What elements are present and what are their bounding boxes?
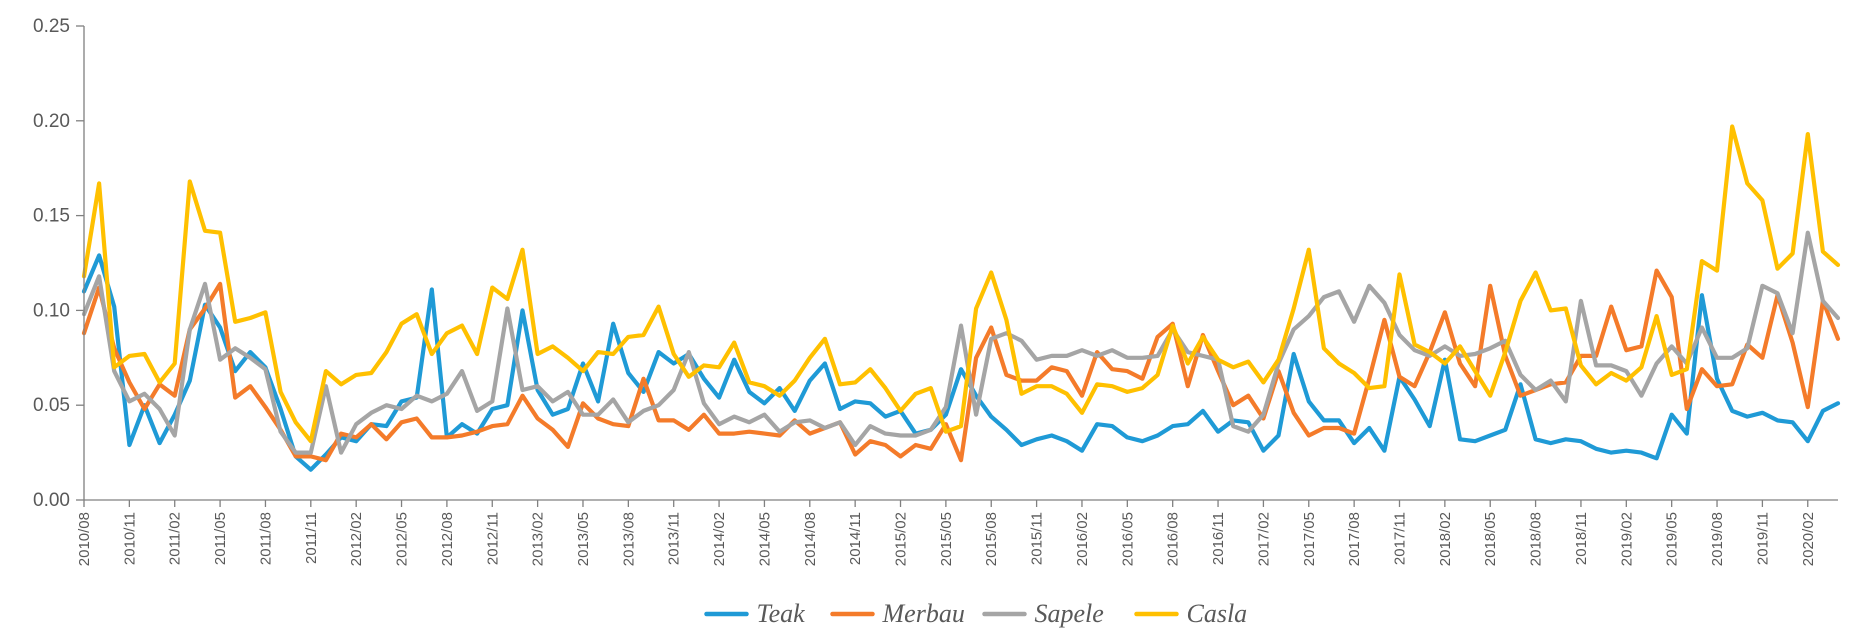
legend-label-sapele: Sapele (1035, 599, 1104, 628)
legend-label-teak: Teak (757, 599, 806, 628)
x-tick-label: 2017/08 (1346, 512, 1363, 566)
x-tick-label: 2013/02 (530, 512, 547, 566)
x-tick-label: 2017/02 (1255, 512, 1272, 566)
x-tick-label: 2017/05 (1301, 512, 1318, 566)
x-tick-label: 2011/05 (212, 512, 229, 565)
x-tick-label: 2017/11 (1392, 512, 1409, 565)
x-tick-label: 2012/08 (439, 512, 456, 566)
x-tick-label: 2011/08 (257, 512, 274, 565)
x-tick-label: 2018/02 (1437, 512, 1454, 566)
y-tick-label: 0.10 (33, 300, 70, 321)
x-tick-label: 2013/08 (620, 512, 637, 566)
x-tick-label: 2015/08 (983, 512, 1000, 566)
legend-label-merbau: Merbau (882, 599, 965, 628)
x-tick-label: 2012/11 (484, 512, 501, 565)
x-tick-label: 2018/05 (1482, 512, 1499, 566)
x-tick-label: 2016/02 (1074, 512, 1091, 566)
y-tick-label: 0.20 (33, 111, 70, 132)
y-tick-label: 0.25 (33, 16, 70, 37)
x-tick-label: 2018/11 (1573, 512, 1590, 565)
x-tick-label: 2014/08 (802, 512, 819, 566)
series-line-sapele (81, 230, 1841, 455)
x-tick-label: 2016/05 (1119, 512, 1136, 566)
series-line-casla (81, 124, 1841, 444)
x-tick-label: 2015/05 (938, 512, 955, 566)
x-tick-label: 2012/02 (348, 512, 365, 566)
x-tick-label: 2020/02 (1800, 512, 1817, 566)
x-tick-label: 2011/02 (167, 512, 184, 565)
legend-label-casla: Casla (1187, 599, 1248, 628)
x-tick-label: 2010/11 (121, 512, 138, 565)
series-line-merbau (81, 268, 1841, 463)
y-tick-label: 0.05 (33, 395, 70, 416)
x-tick-label: 2011/11 (303, 512, 320, 564)
x-tick-label: 2014/11 (847, 512, 864, 565)
x-tick-label: 2013/05 (575, 512, 592, 566)
x-tick-label: 2019/08 (1709, 512, 1726, 566)
x-tick-label: 2019/05 (1664, 512, 1681, 566)
x-tick-label: 2014/02 (711, 512, 728, 566)
series-line-teak (81, 253, 1841, 472)
series-lines (81, 124, 1841, 472)
x-tick-label: 2015/02 (893, 512, 910, 566)
x-tick-label: 2012/05 (394, 512, 411, 566)
x-tick-label: 2014/05 (756, 512, 773, 566)
y-axis-ticks: 0.00 0.05 0.10 0.15 0.20 0.25 (33, 16, 84, 511)
x-tick-label: 2015/11 (1029, 512, 1046, 565)
x-tick-label: 2016/08 (1165, 512, 1182, 566)
x-tick-label: 2016/11 (1210, 512, 1227, 565)
x-tick-label: 2010/08 (76, 512, 93, 566)
x-tick-label: 2019/02 (1618, 512, 1635, 566)
x-tick-label: 2018/08 (1528, 512, 1545, 566)
legend: Teak Merbau Sapele Casla (704, 599, 1248, 628)
y-tick-label: 0.15 (33, 206, 70, 227)
y-tick-label: 0.00 (33, 490, 70, 511)
x-tick-label: 2013/11 (666, 512, 683, 565)
x-tick-label: 2019/11 (1754, 512, 1771, 565)
x-axis-ticks: 2010/08 2010/11 2011/02 2011/05 2011/08 2011/… (76, 500, 1817, 566)
